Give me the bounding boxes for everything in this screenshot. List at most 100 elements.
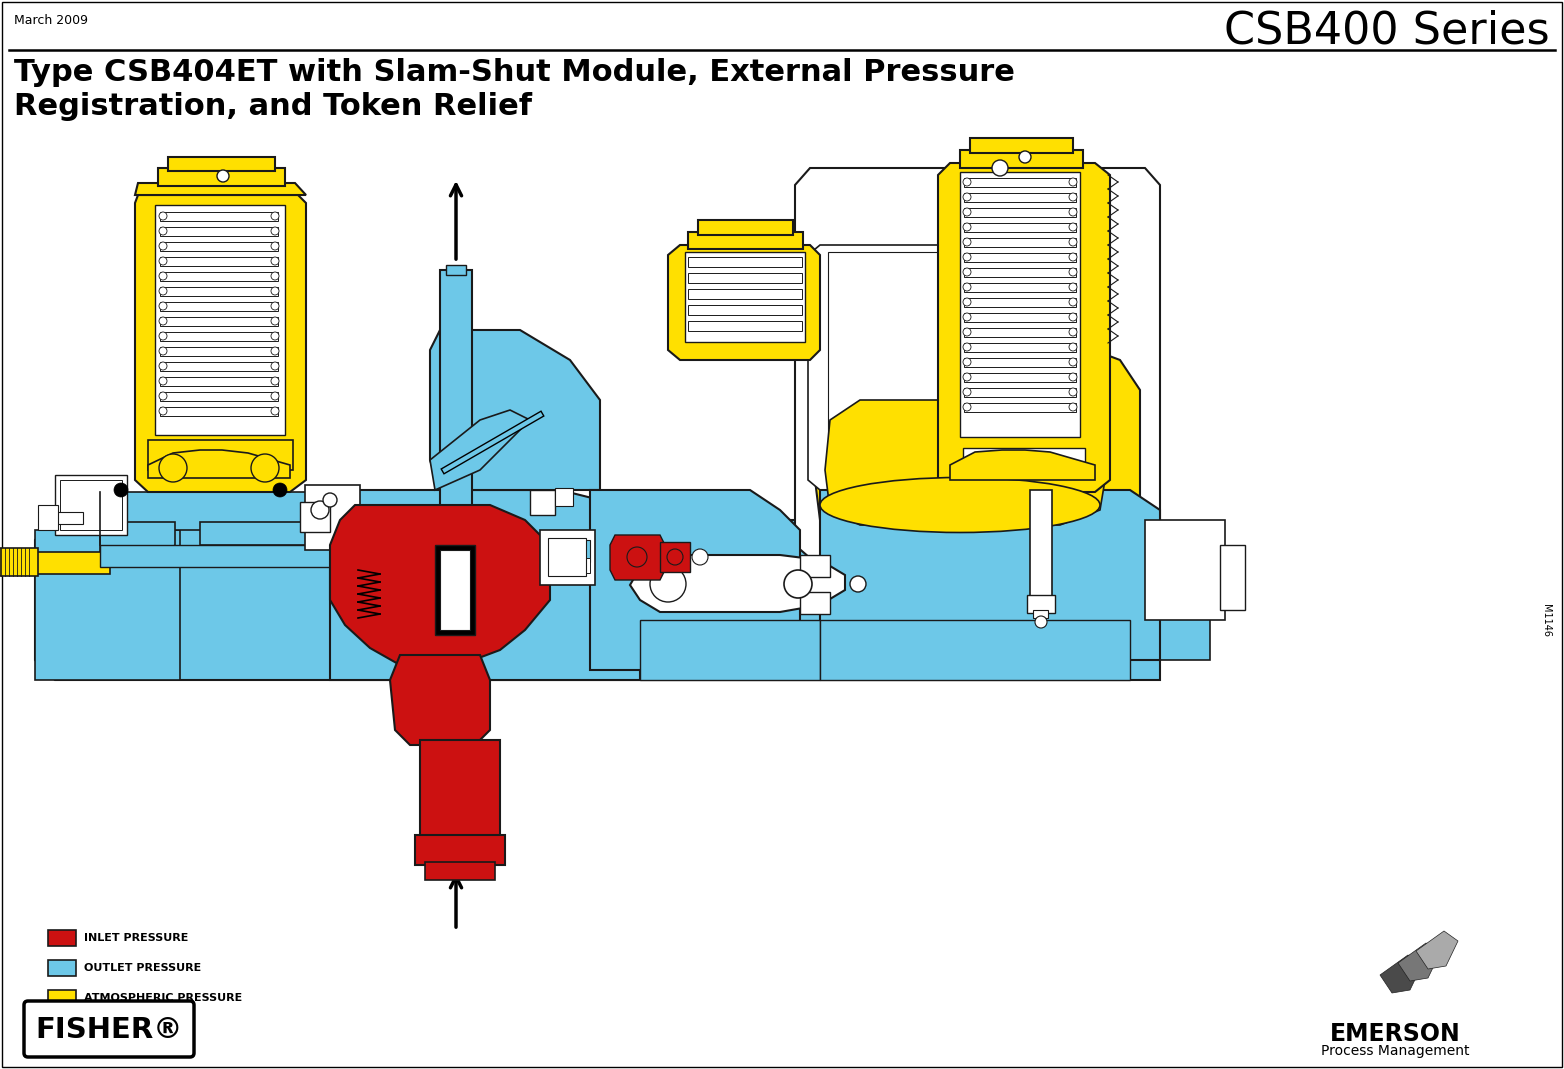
Polygon shape [820,490,1160,660]
Circle shape [1070,388,1078,396]
Bar [300,502,330,532]
Bar [158,168,285,186]
Polygon shape [590,490,801,670]
Bar [688,321,802,331]
Circle shape [691,549,708,566]
Bar [963,313,1076,322]
Circle shape [271,317,278,325]
Circle shape [963,208,971,216]
Polygon shape [389,655,490,745]
Text: FISHER®: FISHER® [36,1016,183,1044]
Circle shape [666,549,683,566]
Bar [963,268,1076,277]
Circle shape [271,272,278,280]
Circle shape [271,347,278,355]
Bar [160,227,278,236]
Polygon shape [1398,943,1440,981]
Bar [0,548,38,576]
Bar [160,286,278,296]
Bar [963,253,1076,262]
Bar [827,252,948,482]
Circle shape [1070,298,1078,306]
Circle shape [1020,151,1031,162]
Circle shape [963,403,971,410]
Circle shape [849,576,866,592]
Bar [801,592,830,614]
Circle shape [271,242,278,250]
Circle shape [271,392,278,400]
Circle shape [1070,343,1078,351]
Circle shape [1070,208,1078,216]
Polygon shape [34,530,180,680]
Circle shape [1070,313,1078,321]
Circle shape [271,377,278,385]
Circle shape [963,328,971,336]
Bar [48,990,77,1006]
Bar [160,407,278,416]
Polygon shape [820,620,1131,680]
Polygon shape [938,162,1110,492]
Bar [38,505,58,530]
Bar [572,558,590,573]
Circle shape [1070,179,1078,186]
Polygon shape [610,534,665,580]
Polygon shape [100,492,330,530]
Bar [963,358,1076,367]
Bar [160,257,278,266]
Polygon shape [1415,931,1458,969]
Polygon shape [430,410,530,490]
Circle shape [271,332,278,340]
Text: Type CSB404ET with Slam-Shut Module, External Pressure: Type CSB404ET with Slam-Shut Module, Ext… [14,58,1015,87]
Bar [160,362,278,371]
Circle shape [160,303,167,310]
Circle shape [1070,403,1078,410]
Bar [565,540,590,562]
Bar [963,373,1076,382]
Circle shape [1035,616,1046,628]
Circle shape [271,257,278,265]
Bar [963,388,1076,397]
Circle shape [651,566,687,602]
Circle shape [271,212,278,220]
Polygon shape [430,330,601,490]
FancyBboxPatch shape [23,1001,194,1057]
Bar [688,232,802,249]
Bar [425,862,494,880]
Polygon shape [668,245,820,360]
Bar [963,298,1076,307]
Polygon shape [200,522,330,545]
Text: OUTLET PRESSURE: OUTLET PRESSURE [84,963,202,973]
Bar [688,257,802,267]
Bar [963,238,1076,247]
Text: M1146: M1146 [1541,604,1551,636]
Circle shape [271,407,278,415]
Bar [547,538,586,576]
Bar [48,960,77,976]
Polygon shape [135,195,307,492]
Polygon shape [330,505,551,668]
Bar [688,289,802,299]
Polygon shape [949,450,1095,480]
Circle shape [311,501,328,520]
Circle shape [250,454,278,482]
Circle shape [1070,193,1078,201]
Bar [1145,520,1225,620]
Bar [963,448,1085,468]
Bar [688,305,802,315]
Text: EMERSON: EMERSON [1329,1022,1461,1045]
Circle shape [324,493,336,507]
Polygon shape [824,400,1110,525]
Circle shape [217,170,228,182]
Polygon shape [100,522,175,560]
Circle shape [1070,283,1078,291]
Bar [688,273,802,283]
Circle shape [1070,358,1078,366]
Bar [155,205,285,435]
Bar [1032,610,1048,618]
Circle shape [963,193,971,201]
Circle shape [963,388,971,396]
Bar [960,172,1081,437]
Bar [963,208,1076,217]
Bar [660,542,690,572]
Circle shape [271,286,278,295]
